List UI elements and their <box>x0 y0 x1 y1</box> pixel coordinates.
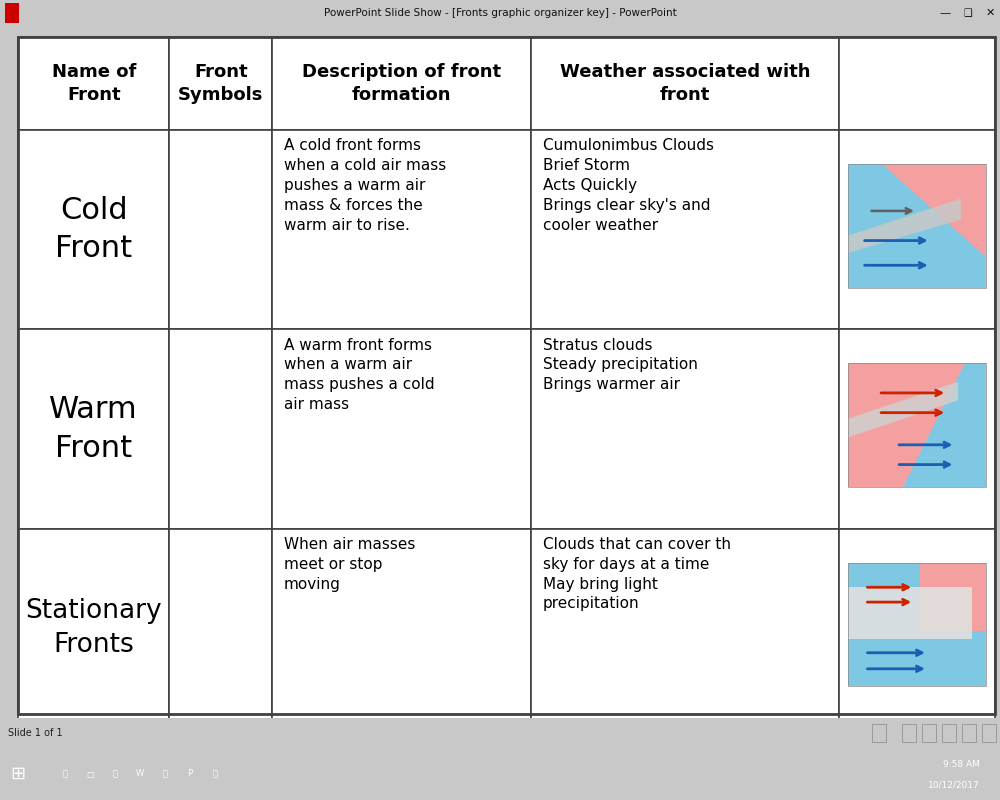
Text: P: P <box>187 770 193 778</box>
Bar <box>5 3 19 23</box>
Text: 🖊: 🖊 <box>162 770 168 778</box>
Bar <box>962 724 976 742</box>
Bar <box>531 529 839 728</box>
Polygon shape <box>848 382 958 438</box>
Polygon shape <box>848 198 961 253</box>
Bar <box>169 529 272 728</box>
Text: A warm front forms
when a warm air
mass pushes a cold
air mass: A warm front forms when a warm air mass … <box>284 338 435 412</box>
Text: Name of
Front: Name of Front <box>52 63 136 103</box>
Text: When air masses
meet or stop
moving: When air masses meet or stop moving <box>284 537 415 591</box>
Text: PowerPoint Slide Show - [Fronts graphic organizer key] - PowerPoint: PowerPoint Slide Show - [Fronts graphic … <box>324 8 676 18</box>
Text: Clouds that can cover th
sky for days at a time
May bring light
precipitation: Clouds that can cover th sky for days at… <box>543 537 731 611</box>
Text: 🌐: 🌐 <box>113 770 118 778</box>
Polygon shape <box>903 363 986 487</box>
Text: Stratus clouds
Steady precipitation
Brings warmer air: Stratus clouds Steady precipitation Brin… <box>543 338 698 392</box>
Bar <box>531 330 839 529</box>
Text: Weather associated with
front: Weather associated with front <box>560 63 810 103</box>
Text: Cumulonimbus Clouds
Brief Storm
Acts Quickly
Brings clear sky's and
cooler weath: Cumulonimbus Clouds Brief Storm Acts Qui… <box>543 138 714 233</box>
Text: 🔍: 🔍 <box>62 770 68 778</box>
Bar <box>902 724 916 742</box>
Bar <box>169 130 272 330</box>
Bar <box>839 529 995 728</box>
Bar <box>982 724 996 742</box>
Text: Cold
Front: Cold Front <box>55 196 132 263</box>
Bar <box>848 164 986 287</box>
Polygon shape <box>882 164 986 257</box>
Bar <box>169 37 272 130</box>
Text: ❑: ❑ <box>964 8 972 18</box>
Text: —: — <box>939 8 951 18</box>
Bar <box>272 37 531 130</box>
Text: Slide 1 of 1: Slide 1 of 1 <box>8 728 63 738</box>
Bar <box>848 363 986 487</box>
Text: ✕: ✕ <box>985 8 995 18</box>
Bar <box>922 724 936 742</box>
Bar <box>839 130 995 330</box>
Bar <box>848 562 986 686</box>
Bar <box>169 330 272 529</box>
Bar <box>839 330 995 529</box>
Bar <box>18 529 169 728</box>
Polygon shape <box>920 562 986 630</box>
Bar <box>942 724 956 742</box>
Bar <box>272 330 531 529</box>
Bar <box>848 164 986 287</box>
Bar <box>848 363 986 487</box>
Text: W: W <box>136 770 144 778</box>
Bar <box>18 330 169 529</box>
Bar <box>872 724 886 742</box>
Bar <box>272 130 531 330</box>
Text: A cold front forms
when a cold air mass
pushes a warm air
mass & forces the
warm: A cold front forms when a cold air mass … <box>284 138 446 233</box>
Bar <box>18 37 169 130</box>
Bar <box>848 587 972 639</box>
Bar <box>531 37 839 130</box>
Text: Stationary
Fronts: Stationary Fronts <box>25 598 162 658</box>
Bar <box>18 130 169 330</box>
Bar <box>839 37 995 130</box>
Bar <box>848 562 986 686</box>
Text: Description of front
formation: Description of front formation <box>302 63 501 103</box>
Text: ⊞: ⊞ <box>10 765 26 783</box>
Text: □: □ <box>86 770 94 778</box>
Text: Front
Symbols: Front Symbols <box>178 63 263 103</box>
Text: 10/12/2017: 10/12/2017 <box>928 781 980 790</box>
Text: 📁: 📁 <box>213 770 218 778</box>
Bar <box>272 529 531 728</box>
Bar <box>531 130 839 330</box>
Text: 9:58 AM: 9:58 AM <box>943 760 980 769</box>
Text: Warm
Front: Warm Front <box>49 395 138 462</box>
